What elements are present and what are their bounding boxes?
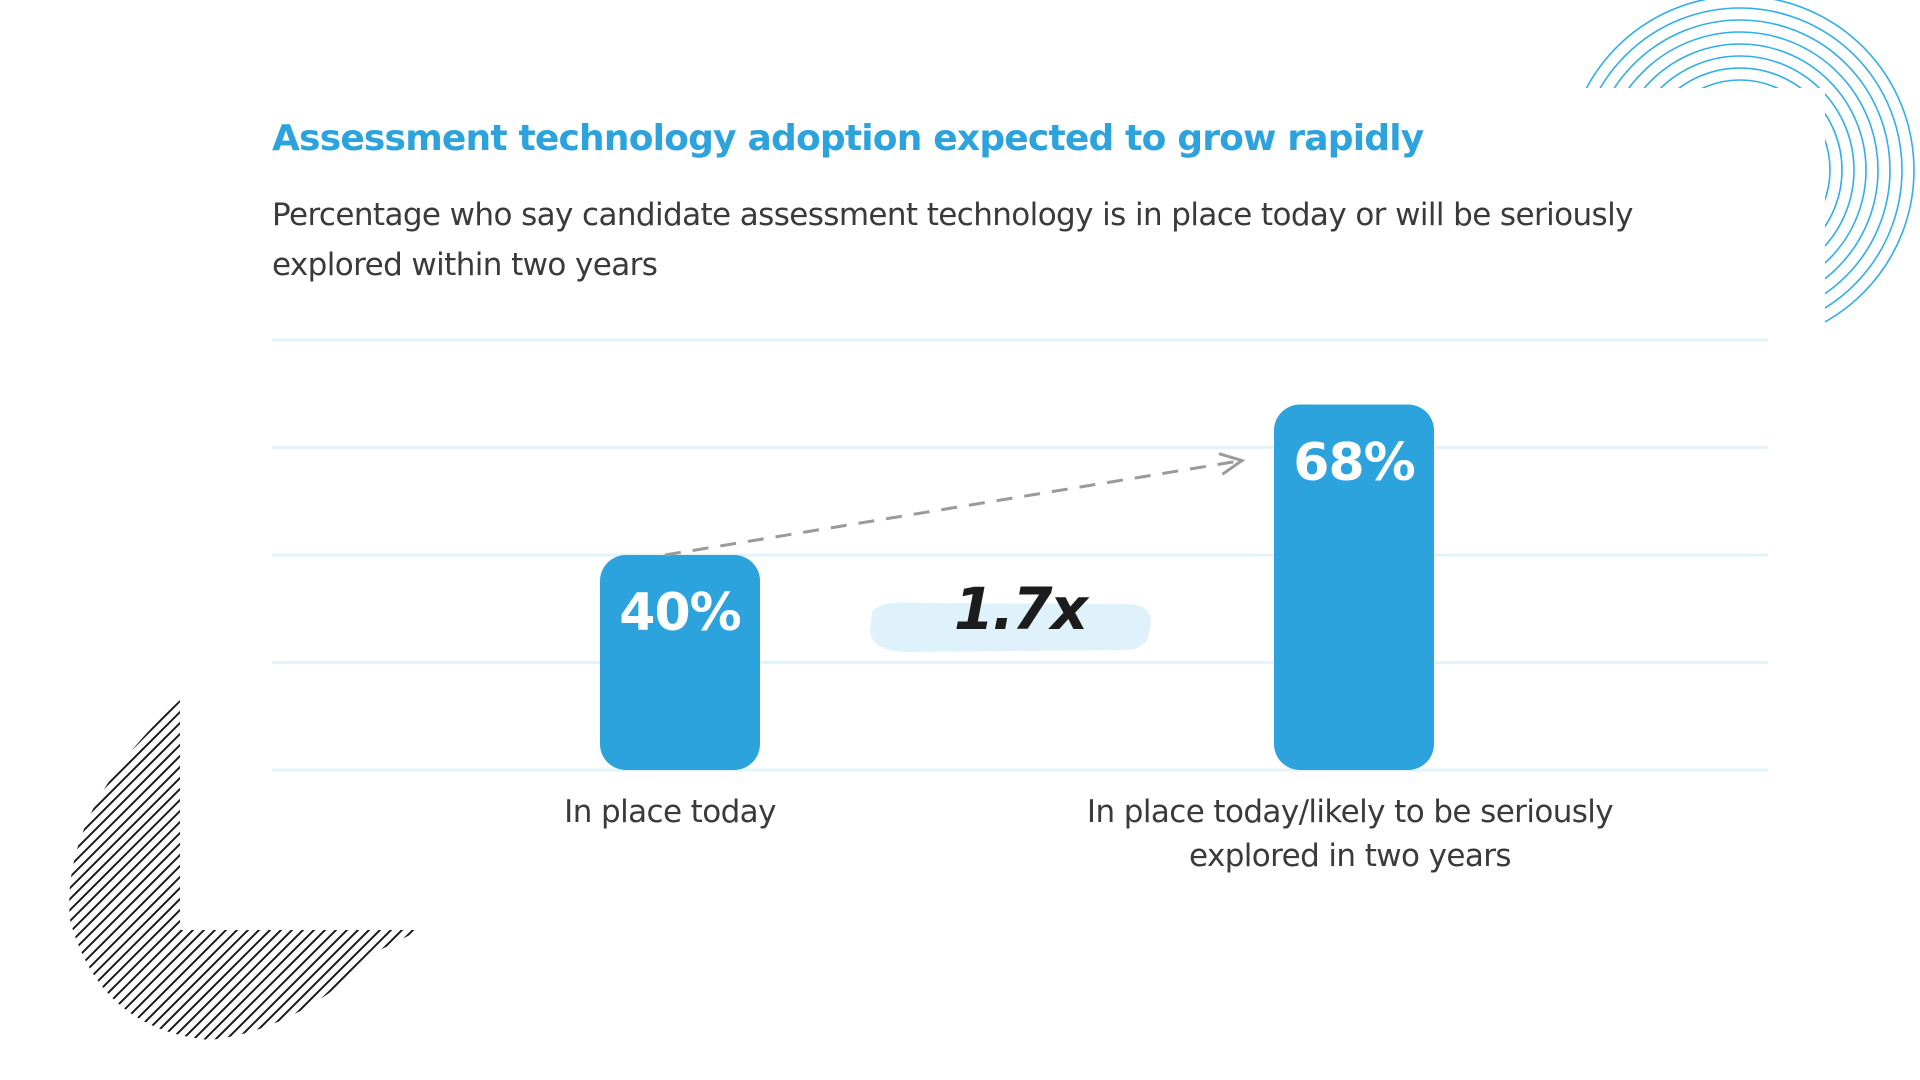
annotation-highlight: [870, 602, 1151, 652]
stripe-line: [69, 700, 215, 1040]
bar-value-label-0: 40%: [619, 583, 741, 643]
growth-arrow-line: [664, 459, 1243, 557]
bar-value-label-1: 68%: [1293, 432, 1415, 493]
chart-title: Assessment technology adoption expected …: [272, 118, 1424, 159]
stripe-line: [69, 700, 237, 1040]
growth-arrow-head: [1218, 452, 1246, 476]
bar-1: [1274, 404, 1434, 770]
category-label-explored-two-years: In place today/likely to be seriously ex…: [1086, 794, 1614, 874]
bar-0: [600, 555, 760, 770]
stripe-line: [69, 700, 193, 1040]
stripe-line: [69, 700, 204, 1040]
chart-card: [185, 88, 1825, 928]
stripe-line: [69, 700, 226, 1040]
growth-multiplier-annotation: 1.7x: [953, 575, 1088, 643]
category-label-in-place-today: In place today: [564, 794, 776, 830]
stripe-line: [249, 700, 420, 1040]
chart-subtitle: Percentage who say candidate assessment …: [272, 197, 1633, 283]
